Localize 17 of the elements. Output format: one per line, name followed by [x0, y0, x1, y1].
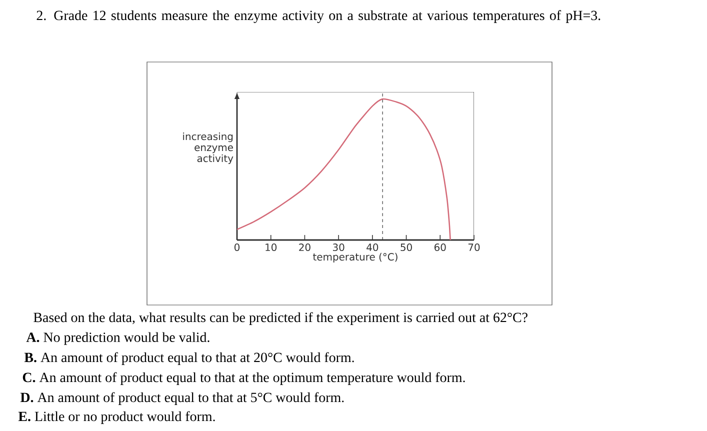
text: D. An amount of product equal to that at 5°C would form. — [20, 392, 344, 405]
x-tick-label: 0 — [234, 244, 240, 252]
x-tick-label: 20 — [299, 244, 310, 252]
text: Based on the data, what results can be predicted if the experiment is carried out at 62°C? — [34, 312, 528, 325]
x-tick-label: 60 — [434, 244, 446, 252]
x-tick-label: 30 — [333, 244, 344, 252]
text: B. An amount of product equal to that at 20°C would form. — [24, 352, 354, 365]
x-tick-label: 40 — [366, 244, 378, 252]
chart-title: 2. Grade 12 students measure the enzyme activity on a substrate at various temperatures of pH=3. — [36, 10, 600, 24]
y-axis-title: increasing enzyme activity — [183, 132, 234, 164]
x-tick-label: 50 — [400, 244, 412, 252]
x-tick-label: 10 — [266, 244, 277, 252]
x-axis-title: temperature (°C) — [313, 252, 398, 263]
text: E. Little or no product would form. — [18, 411, 215, 424]
x-tick-label: 70 — [468, 244, 480, 252]
text: C. An amount of product equal to that at the optimum temperature would form. — [22, 372, 465, 385]
text: A. No prediction would be valid. — [26, 332, 210, 345]
